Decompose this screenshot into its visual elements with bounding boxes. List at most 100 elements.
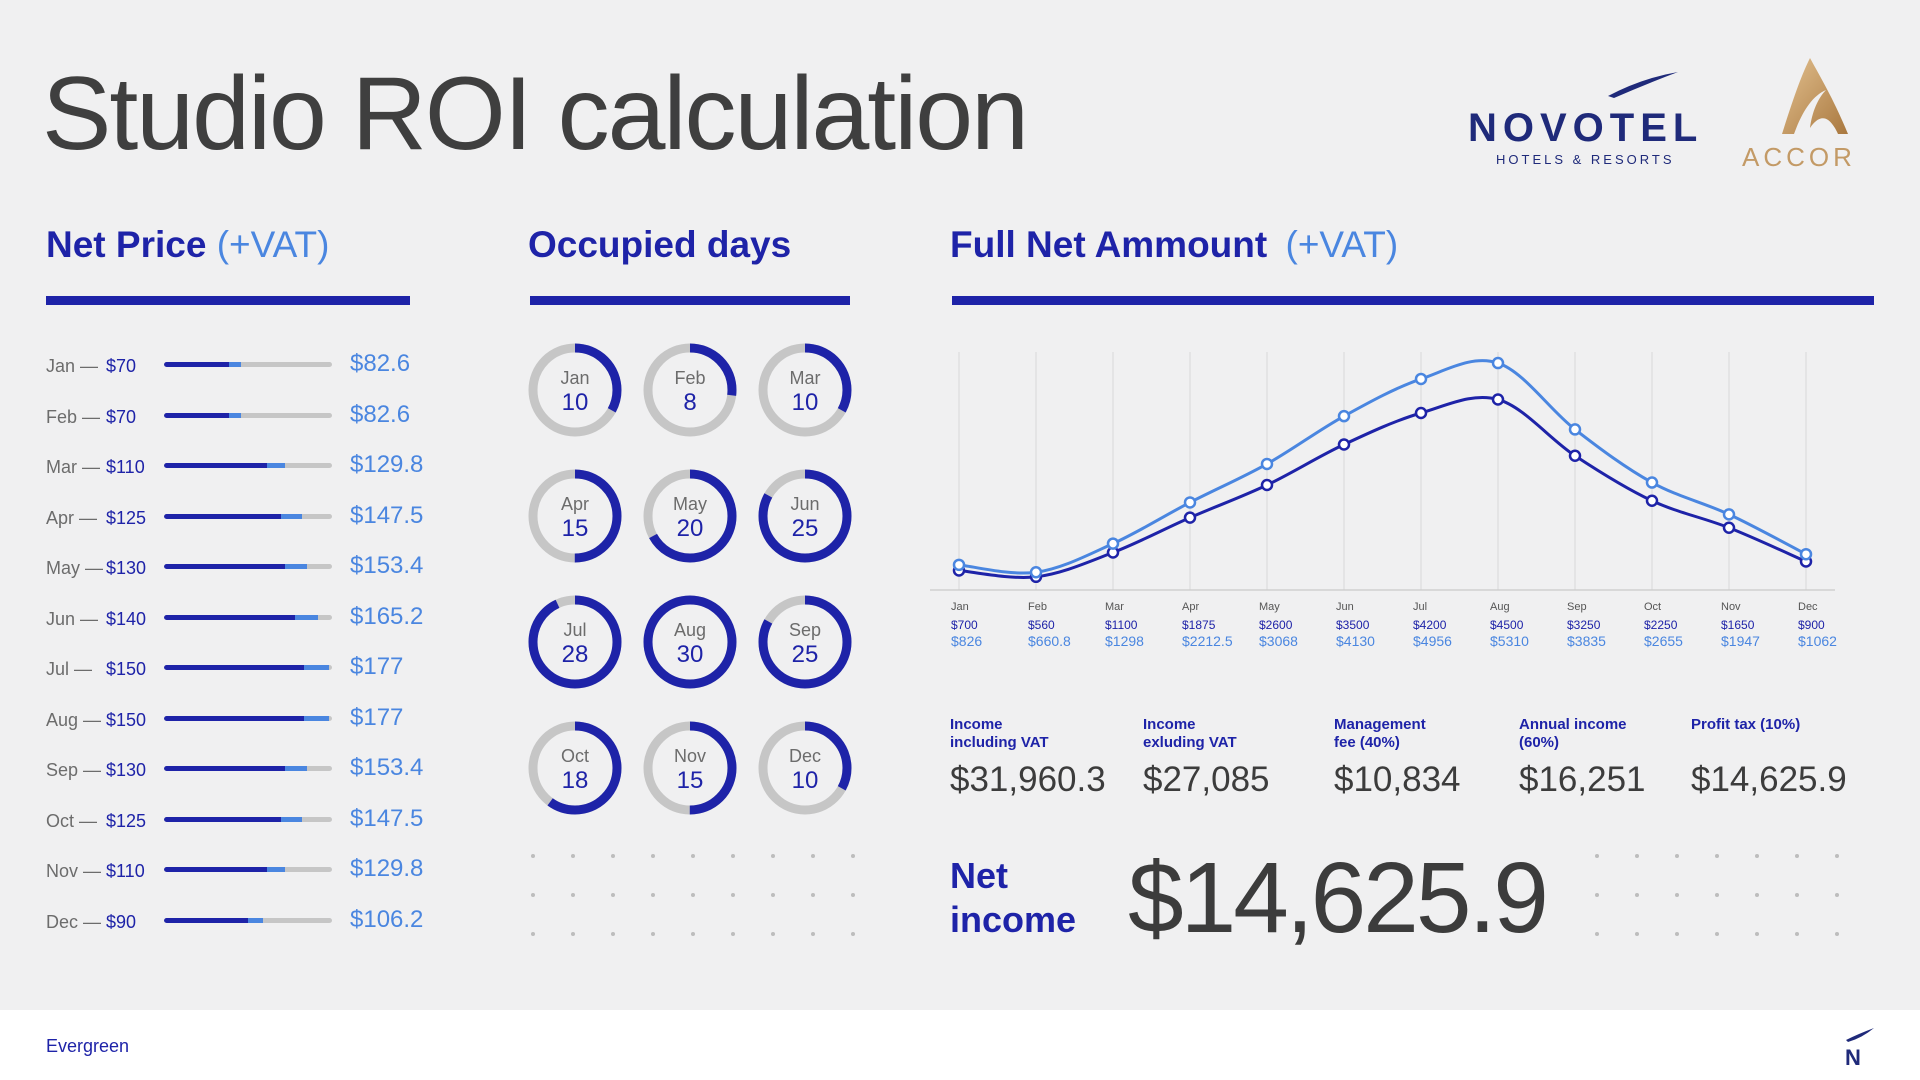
data-point [1491,356,1505,370]
dot [731,893,735,897]
net-data-label: $4500 [1490,618,1524,632]
price-bar-vat [266,463,286,468]
novotel-swoosh-icon [1608,72,1678,98]
net-income-label-text: Net income [950,855,1077,940]
summary-label: Management fee (40%) [1334,716,1426,751]
donut-fill [643,469,737,563]
price-month: Apr — [46,507,98,528]
price-bar-track [164,665,332,670]
data-point [1106,537,1120,550]
x-tick-label: Mar [1105,601,1124,613]
data-point [1337,438,1351,451]
price-bar-net [164,665,304,670]
dot [1795,893,1799,897]
dot [1595,932,1599,936]
dot [531,854,535,858]
x-tick-label: Feb [1028,601,1047,613]
net-price-title: Net Price (+VAT) [46,224,329,266]
dot [1635,932,1639,936]
occupied-days-rule [530,296,850,305]
price-row: Jan — $70 $82.6 [46,350,446,380]
price-gross-value: $147.5 [350,804,424,832]
occupancy-donut: Jun 25 [757,468,853,564]
dot [1755,932,1759,936]
dot [851,854,855,858]
summary-value: $14,625.9 [1691,760,1847,799]
donut-ring [643,595,737,689]
occupancy-donut: Dec 10 [757,720,853,816]
dot [771,893,775,897]
price-bar-vat [229,362,242,367]
accor-a-icon [1782,58,1848,134]
dot [811,893,815,897]
occupancy-donut: Apr 15 [527,468,623,564]
price-bar-vat [304,665,330,670]
summary-value: $16,251 [1519,760,1646,799]
dot [1755,893,1759,897]
donut-ring [528,343,622,437]
price-month: Jun — [46,608,99,629]
price-bar-vat [229,412,242,418]
donut-fill [758,595,852,689]
donut-month: Apr [560,494,589,514]
data-point [1337,409,1351,423]
data-point [952,558,966,572]
dot [1715,932,1719,936]
dot [811,932,815,936]
dot [531,932,535,936]
series-line-0 [958,395,1807,579]
price-month: Mar — [46,457,100,477]
price-gross-value: $129.8 [350,451,424,478]
donut-month: Aug [673,620,707,640]
price-net-value: $125 [106,810,147,831]
x-tick-label: Apr [1182,601,1199,613]
summary-value: $10,834 [1334,760,1461,799]
dot [1675,932,1679,936]
x-tick-label: Oct [1644,601,1661,613]
donut-ring [528,469,622,563]
summary-value: $31,960.3 [950,760,1106,799]
dot [1755,854,1759,858]
donut-fill [643,343,737,437]
donut-days: 8 [683,389,697,416]
dot [651,932,655,936]
net-price-title-text: Net Price [46,224,207,265]
price-bar-net [164,362,230,367]
price-gross-value: $153.4 [350,754,424,781]
price-net-value: $140 [106,608,147,629]
gross-data-label: $3068 [1259,633,1298,649]
donut-fill [643,595,737,689]
occupancy-donut: Jul 28 [527,594,623,690]
footer-mark-letter: N [1845,1045,1861,1068]
price-bar-track [164,513,332,519]
dot [851,932,855,936]
dot [611,854,615,858]
accor-wordmark: ACCOR [1742,142,1856,172]
price-month: Jul — [46,659,93,679]
dot [571,854,575,858]
donut-fill [758,469,852,563]
price-month: Feb — [46,406,101,427]
donut-days: 20 [676,515,704,542]
price-bar-net [164,867,267,872]
gross-data-label: $1062 [1798,633,1837,649]
summary-label: Income exluding VAT [1143,716,1237,751]
dot [691,854,695,858]
novotel-wordmark: NOVOTEL [1468,106,1704,150]
price-month: May — [46,558,104,578]
dot [1795,932,1799,936]
dot [571,893,575,897]
data-point [1260,457,1274,471]
summary-value: $27,085 [1143,760,1270,799]
dot [1595,893,1599,897]
donut-ring [528,595,622,689]
donut-month: Oct [560,746,589,766]
accor-logo: ACCOR [1738,56,1888,176]
price-row: Jun — $140 $165.2 [46,603,446,633]
donut-fill [528,343,622,437]
net-data-label: $1875 [1182,618,1216,632]
data-point [1722,521,1736,534]
dot [731,932,735,936]
summary-label: Income including VAT [950,716,1049,751]
data-point [1183,511,1197,524]
